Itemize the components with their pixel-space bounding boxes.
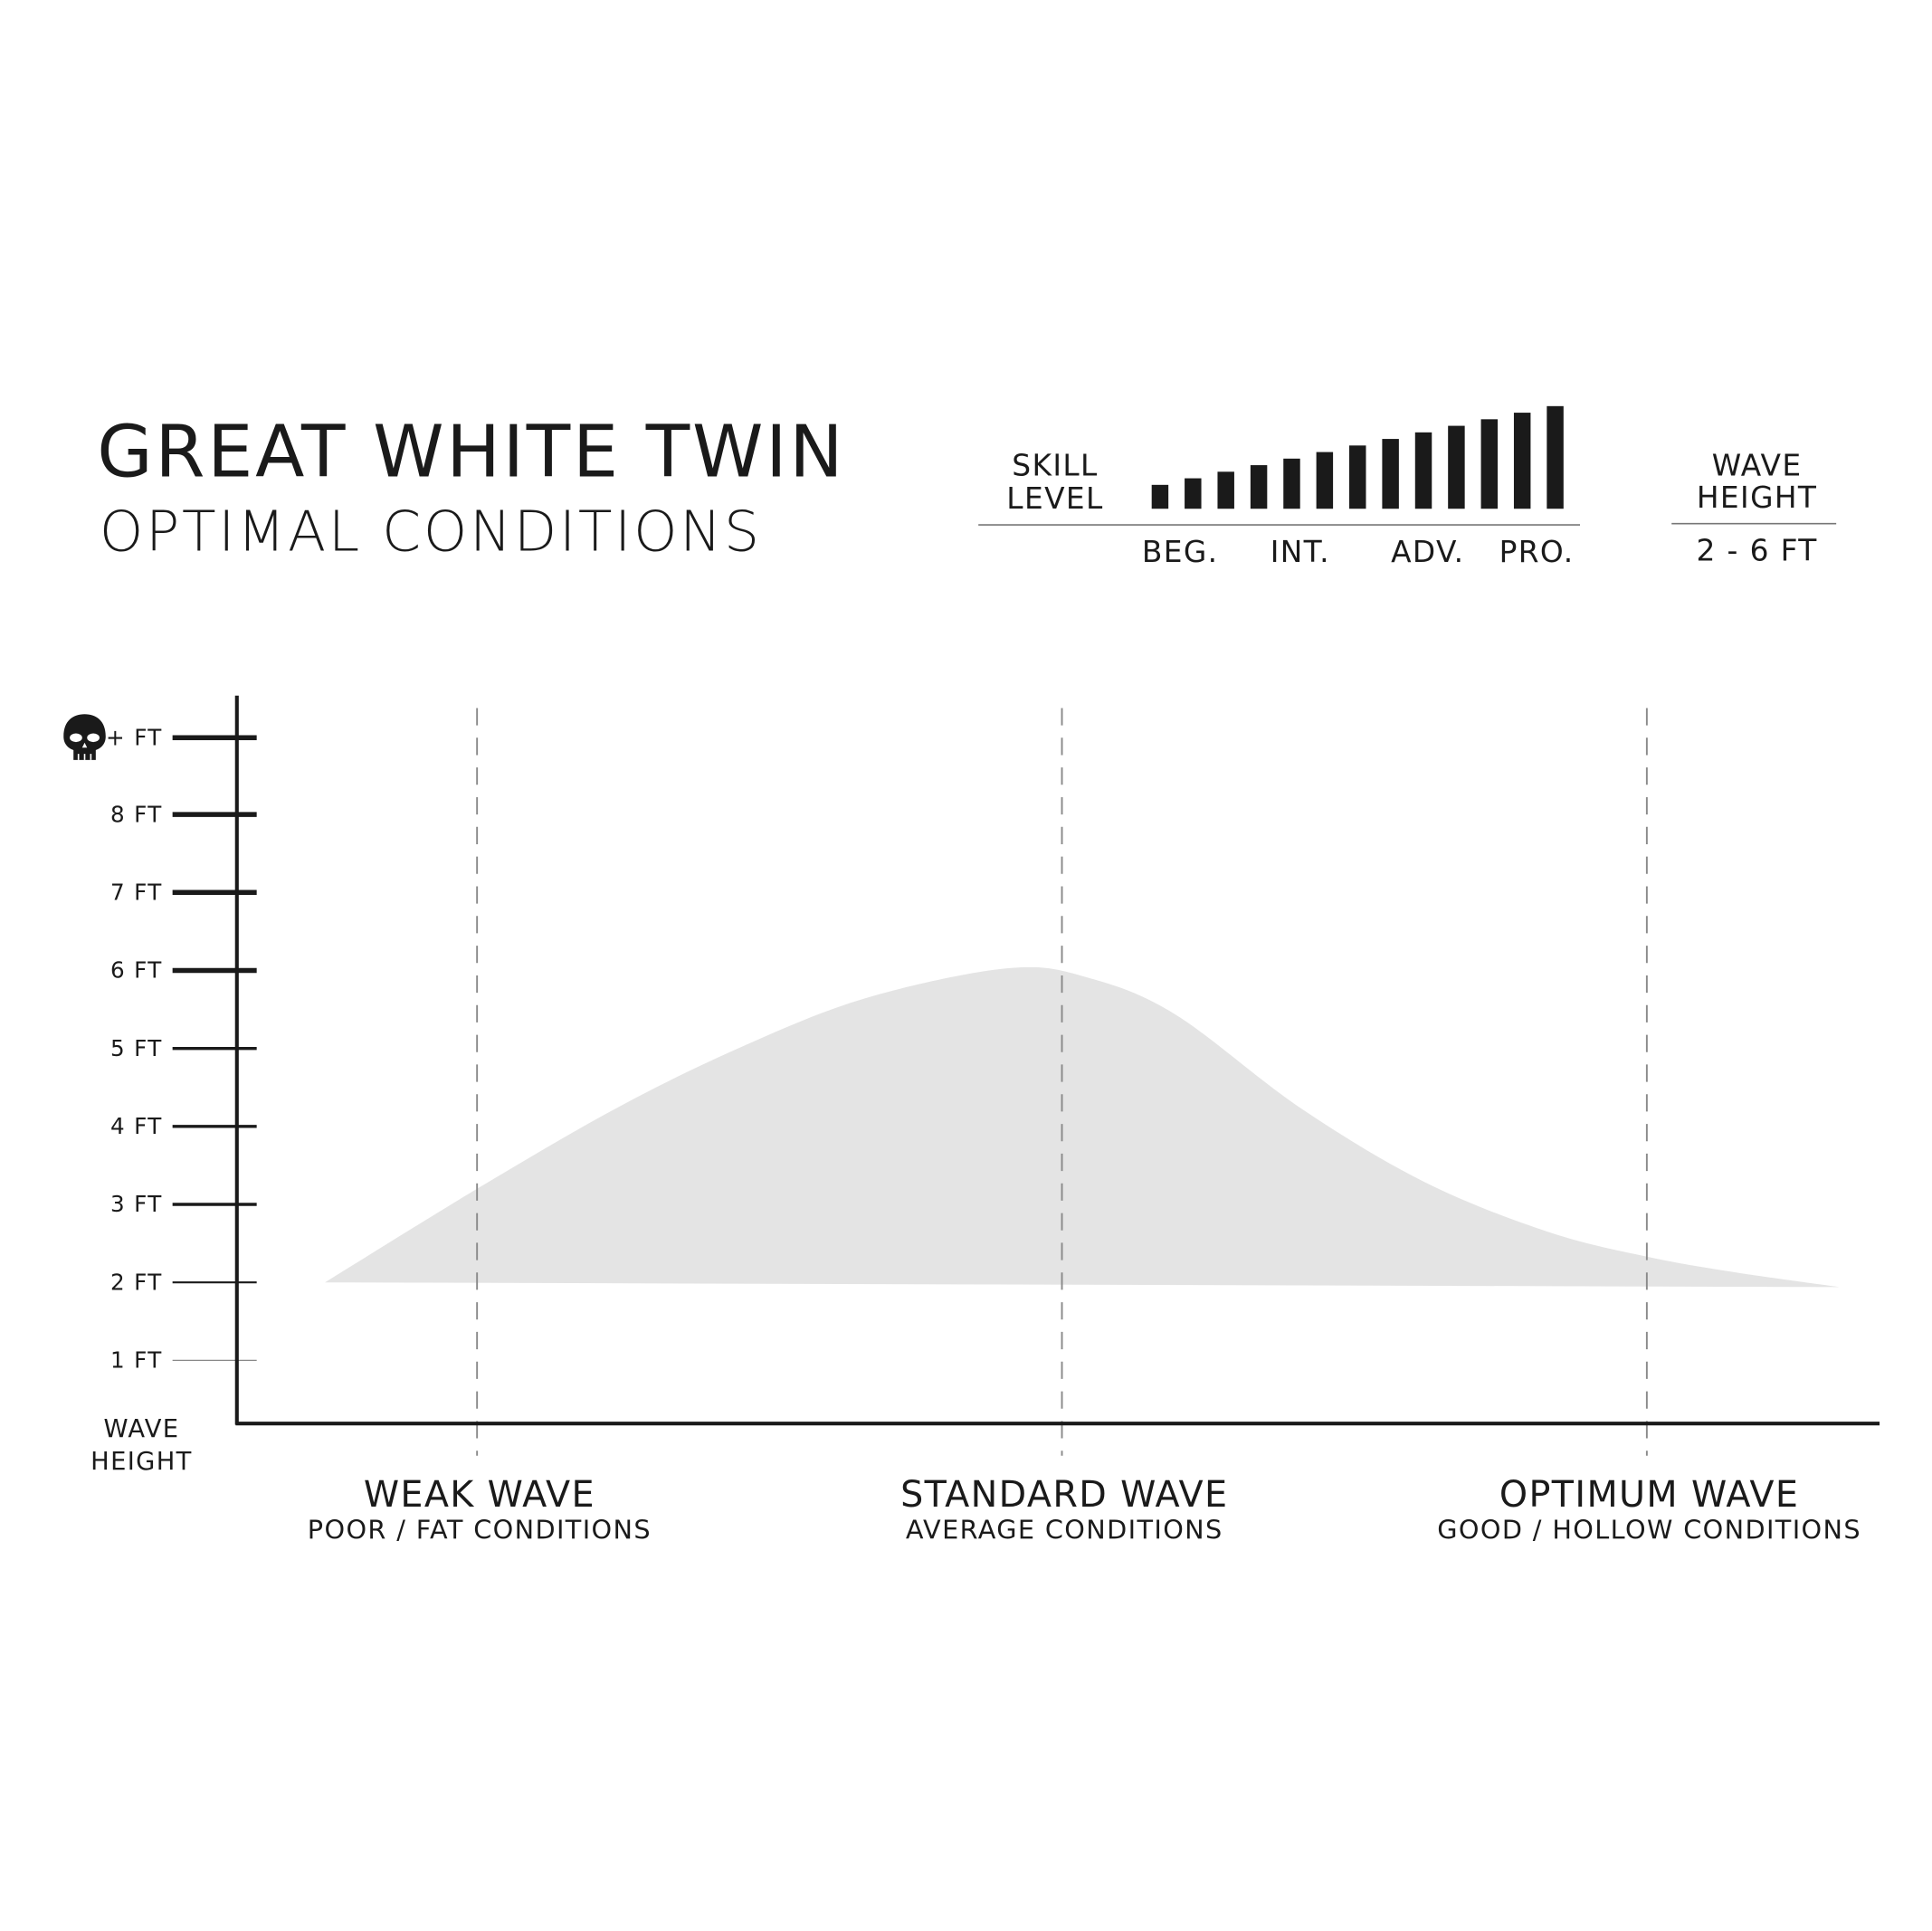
skill-bar (1151, 484, 1169, 509)
skill-level-beg: BEG. (1142, 535, 1219, 569)
category-sublabel: AVERAGE CONDITIONS (906, 1514, 1223, 1545)
category-label: OPTIMUM WAVE (1499, 1474, 1799, 1516)
skill-bar (1382, 439, 1399, 509)
y-tick-label: 3 FT (110, 1191, 163, 1217)
skill-level-pro: PRO. (1499, 535, 1575, 569)
category-sublabel: POOR / FAT CONDITIONS (308, 1514, 652, 1545)
category-label: WEAK WAVE (364, 1474, 595, 1516)
y-tick-label: 5 FT (110, 1035, 163, 1061)
skill-bar (1316, 452, 1334, 509)
skill-bar (1547, 405, 1564, 509)
wave-height-label-2: HEIGHT (1697, 480, 1817, 515)
category-gridlines (476, 708, 1648, 1456)
page-subtitle: OPTIMAL CONDITIONS (100, 499, 762, 565)
y-tick-label: 1 FT (110, 1347, 163, 1374)
skill-bar (1283, 458, 1300, 509)
y-axis-ticks: 1 FT 2 FT 3 FT 4 FT 5 FT 6 FT 7 FT 8 FT + FT (63, 714, 257, 1374)
category-sublabel: GOOD / HOLLOW CONDITIONS (1437, 1514, 1861, 1545)
board-title: GREAT WHITE TWIN (97, 410, 845, 494)
skill-bars (1151, 405, 1564, 509)
skill-bar (1414, 432, 1432, 509)
y-tick-label: 8 FT (110, 801, 163, 827)
skill-level-int: INT. (1271, 535, 1330, 569)
wave-height-value: 2 - 6 FT (1697, 534, 1818, 568)
skill-bar (1185, 478, 1202, 509)
wave-height-label-1: WAVE (1712, 448, 1803, 482)
skill-level-adv: ADV. (1391, 535, 1464, 569)
skill-bar (1513, 413, 1531, 509)
skill-label-2: LEVEL (1006, 481, 1103, 516)
skill-bar (1349, 445, 1366, 509)
y-tick-label: + FT (106, 725, 163, 751)
skill-bar (1480, 419, 1499, 509)
y-tick-label: 2 FT (110, 1269, 163, 1295)
skill-label-1: SKILL (1012, 448, 1098, 482)
y-tick-label: 7 FT (110, 879, 163, 905)
y-axis-label-2: HEIGHT (90, 1448, 193, 1476)
conditions-area (325, 966, 1841, 1288)
skill-bar (1217, 471, 1234, 509)
y-axis-label-1: WAVE (103, 1415, 179, 1443)
category-label: STANDARD WAVE (900, 1474, 1228, 1516)
y-tick-label: 6 FT (110, 957, 163, 984)
skill-bar (1448, 425, 1465, 509)
skull-icon (63, 714, 106, 760)
skill-bar (1250, 465, 1268, 509)
y-tick-label: 4 FT (110, 1113, 163, 1139)
